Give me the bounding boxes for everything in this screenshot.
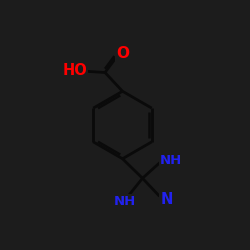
Text: NH: NH [160,154,182,168]
Text: NH: NH [114,195,136,208]
Text: HO: HO [62,62,88,78]
Text: O: O [116,46,129,61]
Text: N: N [160,192,173,207]
